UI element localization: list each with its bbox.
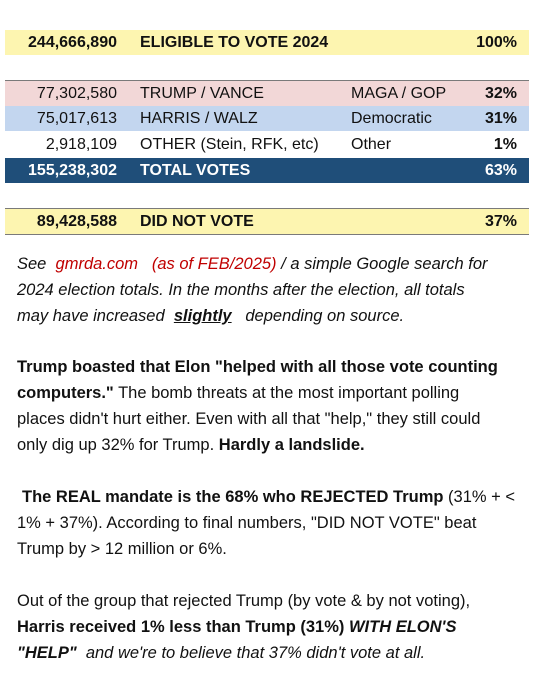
para2-text1: (31% + <	[448, 488, 516, 506]
para3-it3: and we're to believe that 37% didn't vot…	[85, 644, 426, 662]
harris-label: HARRIS / WALZ	[140, 110, 258, 127]
para1-bold4: Hardly a landslide.	[218, 436, 365, 454]
did-not-vote-row: 89,428,588 DID NOT VOTE 37%	[5, 208, 529, 235]
para1-line3: places didn't hurt either. Even with all…	[17, 410, 481, 428]
harris-pct: 31%	[484, 110, 517, 127]
note-rest1: / a simple Google search for	[281, 255, 488, 273]
did-not-vote-label: DID NOT VOTE	[140, 213, 254, 230]
total-row: 155,238,302 TOTAL VOTES 63%	[5, 158, 529, 183]
total-number: 155,238,302	[28, 162, 117, 179]
note-line3b: depending on source.	[245, 307, 405, 325]
other-pct: 1%	[493, 136, 517, 153]
total-pct: 63%	[484, 162, 517, 179]
eligible-label: ELIGIBLE TO VOTE 2024	[140, 34, 329, 51]
note-see: See	[17, 255, 47, 273]
harris-number: 75,017,613	[36, 110, 117, 127]
para1-bold1: Trump boasted that Elon "helped with all…	[17, 358, 498, 376]
para3-bi2: WITH ELON'S	[348, 618, 457, 636]
para2-line2: 1% + 37%). According to final numbers, "…	[17, 514, 477, 532]
eligible-number: 244,666,890	[28, 34, 117, 51]
para1-text4: only dig up 32% for Trump.	[17, 436, 215, 454]
trump-number: 77,302,580	[36, 85, 117, 102]
did-not-vote-number: 89,428,588	[36, 213, 117, 230]
trump-label: TRUMP / VANCE	[140, 85, 264, 102]
eligible-row: 244,666,890 ELIGIBLE TO VOTE 2024 100%	[5, 30, 529, 55]
harris-row: 75,017,613 HARRIS / WALZ Democratic 31%	[5, 106, 529, 131]
para2-line3: Trump by > 12 million or 6%.	[17, 540, 227, 558]
did-not-vote-pct: 37%	[484, 213, 517, 230]
eligible-pct: 100%	[476, 34, 517, 51]
note-line3a: may have increased	[17, 307, 165, 325]
note-line2: 2024 election totals. In the months afte…	[17, 281, 465, 299]
paragraph-mandate: The REAL mandate is the 68% who REJECTED…	[17, 484, 532, 562]
trump-party: MAGA / GOP	[351, 85, 447, 102]
note-slightly: slightly	[173, 307, 232, 325]
para1-bold2: computers."	[17, 384, 114, 402]
harris-party: Democratic	[351, 110, 432, 127]
other-party: Other	[351, 136, 392, 153]
source-note: See gmrda.com (as of FEB/2025) / a simpl…	[17, 251, 527, 329]
trump-row: 77,302,580 TRUMP / VANCE MAGA / GOP 32%	[5, 80, 529, 106]
para3-line1: Out of the group that rejected Trump (by…	[17, 592, 471, 610]
trump-pct: 32%	[484, 85, 517, 102]
other-label: OTHER (Stein, RFK, etc)	[140, 136, 319, 153]
note-site: gmrda.com	[55, 255, 139, 273]
para3-bi3: "HELP"	[17, 644, 77, 662]
total-label: TOTAL VOTES	[140, 162, 251, 179]
para2-bold1: The REAL mandate is the 68% who REJECTED…	[22, 488, 444, 506]
paragraph-conclusion: Out of the group that rejected Trump (by…	[17, 588, 527, 666]
paragraph-boast: Trump boasted that Elon "helped with all…	[17, 354, 527, 458]
para1-text2: The bomb threats at the most important p…	[118, 384, 460, 402]
note-asof: (as of FEB/2025)	[151, 255, 277, 273]
other-row: 2,918,109 OTHER (Stein, RFK, etc) Other …	[5, 132, 529, 157]
other-number: 2,918,109	[45, 136, 117, 153]
para3-bold2: Harris received 1% less than Trump (31%)	[17, 618, 345, 636]
